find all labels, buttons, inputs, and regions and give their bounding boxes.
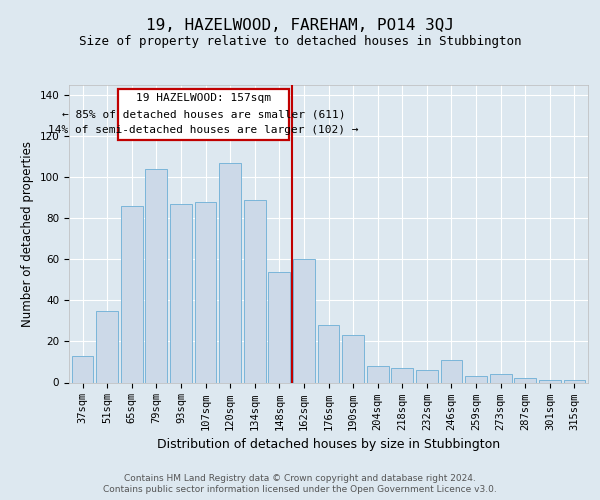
Bar: [121, 206, 143, 382]
Bar: [293, 260, 315, 382]
Bar: [563, 380, 585, 382]
Bar: [440, 360, 463, 382]
Bar: [342, 336, 364, 382]
Bar: [317, 325, 340, 382]
Bar: [416, 370, 438, 382]
Bar: [194, 202, 217, 382]
Bar: [244, 200, 266, 382]
Text: 19 HAZELWOOD: 157sqm: 19 HAZELWOOD: 157sqm: [136, 94, 271, 104]
FancyBboxPatch shape: [118, 89, 289, 141]
Bar: [219, 163, 241, 382]
Text: ← 85% of detached houses are smaller (611): ← 85% of detached houses are smaller (61…: [62, 110, 346, 120]
Bar: [514, 378, 536, 382]
Bar: [391, 368, 413, 382]
Bar: [97, 310, 118, 382]
Bar: [539, 380, 560, 382]
Text: 14% of semi-detached houses are larger (102) →: 14% of semi-detached houses are larger (…: [49, 125, 359, 135]
Y-axis label: Number of detached properties: Number of detached properties: [21, 141, 34, 327]
X-axis label: Distribution of detached houses by size in Stubbington: Distribution of detached houses by size …: [157, 438, 500, 451]
Bar: [465, 376, 487, 382]
Bar: [367, 366, 389, 382]
Bar: [268, 272, 290, 382]
Bar: [145, 169, 167, 382]
Bar: [72, 356, 94, 382]
Bar: [490, 374, 512, 382]
Bar: [170, 204, 192, 382]
Text: 19, HAZELWOOD, FAREHAM, PO14 3QJ: 19, HAZELWOOD, FAREHAM, PO14 3QJ: [146, 18, 454, 32]
Text: Contains HM Land Registry data © Crown copyright and database right 2024.
Contai: Contains HM Land Registry data © Crown c…: [103, 474, 497, 494]
Text: Size of property relative to detached houses in Stubbington: Size of property relative to detached ho…: [79, 35, 521, 48]
